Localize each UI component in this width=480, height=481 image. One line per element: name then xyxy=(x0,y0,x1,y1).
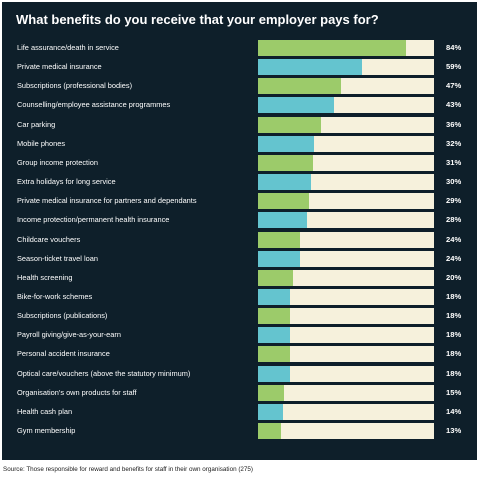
bar xyxy=(258,174,311,190)
bar xyxy=(258,385,285,401)
bar-value-label: 36% xyxy=(446,120,462,129)
bar-label: Gym membership xyxy=(17,426,76,435)
bar-value-label: 18% xyxy=(446,369,462,378)
bar-track xyxy=(258,193,434,209)
bar xyxy=(258,59,362,75)
bar xyxy=(258,97,334,113)
bar-label: Life assurance/death in service xyxy=(17,43,119,52)
bar-value-label: 43% xyxy=(446,100,462,109)
bar-value-label: 13% xyxy=(446,426,462,435)
bar xyxy=(258,251,301,267)
bar xyxy=(258,366,290,382)
bar-label: Bike-for-work schemes xyxy=(17,292,93,301)
bar-label: Optical care/vouchers (above the statuto… xyxy=(17,369,191,378)
bar-track xyxy=(258,97,434,113)
bar-track xyxy=(258,136,434,152)
bar xyxy=(258,270,294,286)
bar xyxy=(258,78,341,94)
bar-value-label: 20% xyxy=(446,273,462,282)
bar-value-label: 47% xyxy=(446,81,462,90)
bar-label: Mobile phones xyxy=(17,139,66,148)
bar-label: Subscriptions (professional bodies) xyxy=(17,81,133,90)
bar xyxy=(258,193,309,209)
bar-value-label: 30% xyxy=(446,177,462,186)
bar-value-label: 32% xyxy=(446,139,462,148)
bar-track xyxy=(258,78,434,94)
bar-label: Subscriptions (publications) xyxy=(17,311,108,320)
bar xyxy=(258,40,406,56)
bar-track xyxy=(258,212,434,228)
bar-track xyxy=(258,404,434,420)
bar-value-label: 24% xyxy=(446,254,462,263)
chart-panel: What benefits do you receive that your e… xyxy=(2,2,477,460)
bar-track xyxy=(258,385,434,401)
bar-value-label: 59% xyxy=(446,62,462,71)
bar-track xyxy=(258,251,434,267)
bar-label: Extra holidays for long service xyxy=(17,177,116,186)
bar-label: Health screening xyxy=(17,273,73,282)
bar-value-label: 28% xyxy=(446,215,462,224)
bar-track xyxy=(258,270,434,286)
chart-title: What benefits do you receive that your e… xyxy=(16,12,379,27)
bar-track xyxy=(258,366,434,382)
bar-track xyxy=(258,232,434,248)
bar xyxy=(258,308,290,324)
bar xyxy=(258,423,281,439)
bar-track xyxy=(258,155,434,171)
bar-label: Group income protection xyxy=(17,158,98,167)
bar-value-label: 18% xyxy=(446,311,462,320)
bar xyxy=(258,136,315,152)
bar-track xyxy=(258,423,434,439)
bar xyxy=(258,327,290,343)
bar-label: Counselling/employee assistance programm… xyxy=(17,100,171,109)
bar xyxy=(258,289,290,305)
bar-label: Car parking xyxy=(17,120,56,129)
bar-label: Private medical insurance for partners a… xyxy=(17,196,197,205)
bar-value-label: 18% xyxy=(446,349,462,358)
bar-rows: Life assurance/death in service 84% Privat… xyxy=(2,2,477,460)
bar-value-label: 29% xyxy=(446,196,462,205)
bar-label: Personal accident insurance xyxy=(17,349,110,358)
bar-value-label: 15% xyxy=(446,388,462,397)
bar-track xyxy=(258,346,434,362)
bar-value-label: 18% xyxy=(446,292,462,301)
bar-track xyxy=(258,59,434,75)
bar-track xyxy=(258,40,434,56)
bar-value-label: 84% xyxy=(446,43,462,52)
bar xyxy=(258,346,290,362)
bar xyxy=(258,155,313,171)
bar-label: Payroll giving/give-as-your-earn xyxy=(17,330,121,339)
bar-value-label: 18% xyxy=(446,330,462,339)
bar-label: Organisation's own products for staff xyxy=(17,388,137,397)
bar-value-label: 14% xyxy=(446,407,462,416)
bar-label: Health cash plan xyxy=(17,407,73,416)
source-note: Source: Those responsible for reward and… xyxy=(3,466,254,473)
bar xyxy=(258,232,301,248)
bar-track xyxy=(258,289,434,305)
bar-track xyxy=(258,174,434,190)
bar-track xyxy=(258,327,434,343)
bar-label: Private medical insurance xyxy=(17,62,102,71)
bar xyxy=(258,404,283,420)
bar-value-label: 31% xyxy=(446,158,462,167)
bar xyxy=(258,212,308,228)
bar-track xyxy=(258,117,434,133)
bar-value-label: 24% xyxy=(446,235,462,244)
bar xyxy=(258,117,322,133)
bar-label: Income protection/permanent health insur… xyxy=(17,215,170,224)
bar-label: Season-ticket travel loan xyxy=(17,254,98,263)
bar-track xyxy=(258,308,434,324)
bar-label: Childcare vouchers xyxy=(17,235,81,244)
